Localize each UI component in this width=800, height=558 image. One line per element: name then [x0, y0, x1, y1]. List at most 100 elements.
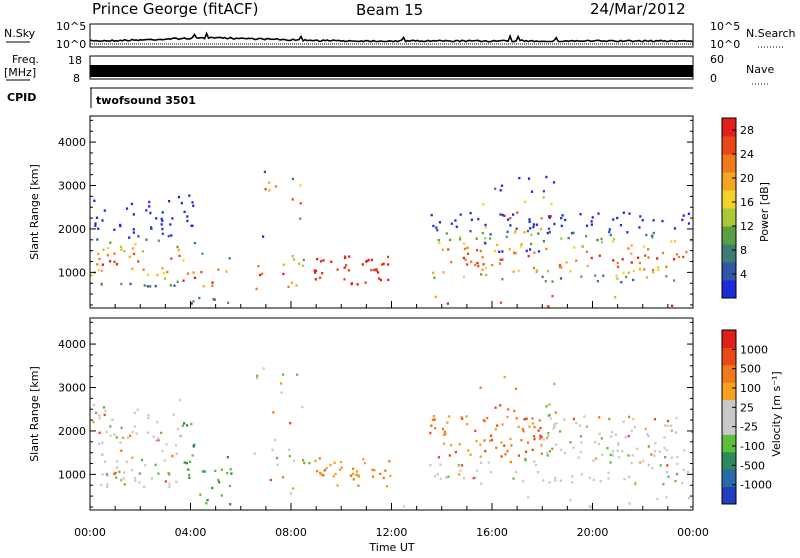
heatmap-cell	[674, 431, 677, 434]
heatmap-cell	[180, 434, 183, 438]
heatmap-cell	[160, 223, 163, 226]
heatmap-cell	[192, 445, 195, 448]
heatmap-cell	[526, 441, 530, 444]
heatmap-cell	[489, 470, 493, 474]
heatmap-cell	[444, 432, 447, 436]
heatmap-cell	[211, 486, 214, 490]
heatmap-cell	[547, 269, 550, 273]
heatmap-cell	[177, 195, 180, 199]
heatmap-cell	[491, 438, 494, 442]
heatmap-cell	[146, 285, 149, 288]
freq-panel: Freq. [MHz] 18 8 60 0 Nave	[4, 53, 774, 85]
heatmap-cell	[560, 224, 563, 228]
heatmap-cell	[181, 424, 184, 427]
heatmap-cell	[599, 479, 602, 483]
heatmap-cell	[432, 271, 435, 275]
heatmap-cell	[98, 431, 101, 434]
heatmap-cell	[258, 273, 262, 277]
heatmap-cell	[516, 211, 519, 214]
heatmap-cell	[467, 449, 470, 452]
heatmap-cell	[480, 273, 483, 276]
heatmap-cell	[515, 470, 518, 474]
heatmap-cell	[691, 430, 694, 433]
heatmap-cell	[548, 215, 551, 218]
freq-band	[90, 65, 693, 77]
heatmap-cell	[256, 374, 259, 377]
heatmap-cell	[597, 212, 600, 215]
heatmap-cell	[345, 264, 348, 267]
heatmap-cell	[338, 468, 342, 471]
heatmap-cell	[612, 237, 616, 241]
heatmap-cell	[617, 442, 620, 445]
date-title: 24/Mar/2012	[590, 0, 686, 18]
heatmap-cell	[115, 263, 118, 266]
heatmap-cell	[183, 422, 186, 425]
heatmap-cell	[482, 418, 485, 422]
heatmap-cell	[131, 247, 135, 250]
heatmap-cell	[220, 468, 223, 471]
heatmap-cell	[681, 218, 684, 222]
heatmap-cell	[431, 418, 434, 422]
heatmap-cell	[118, 470, 121, 473]
heatmap-cell	[105, 430, 108, 434]
heatmap-cell	[499, 213, 502, 216]
heatmap-cell	[590, 220, 593, 223]
heatmap-cell	[540, 452, 543, 455]
heatmap-cell	[303, 461, 306, 465]
heatmap-cell	[581, 245, 584, 248]
heatmap-cell	[560, 217, 563, 220]
heatmap-cell	[280, 382, 283, 385]
heatmap-cell	[589, 505, 593, 509]
heatmap-cell	[531, 417, 534, 420]
heatmap-cell	[356, 470, 359, 473]
heatmap-cell	[276, 463, 279, 466]
heatmap-cell	[638, 226, 641, 229]
heatmap-cell	[183, 461, 186, 464]
heatmap-cell	[506, 415, 509, 419]
heatmap-cell	[621, 258, 624, 261]
heatmap-cell	[336, 268, 339, 271]
heatmap-cell	[634, 481, 637, 484]
heatmap-cell	[323, 468, 327, 472]
heatmap-cell	[523, 231, 526, 234]
heatmap-cell	[654, 442, 657, 445]
heatmap-cell	[545, 405, 548, 408]
heatmap-cell	[314, 459, 317, 463]
heatmap-cell	[476, 469, 479, 472]
heatmap-cell	[489, 233, 492, 236]
heatmap-cell	[230, 472, 233, 475]
heatmap-cell	[459, 469, 462, 472]
colorbar-tick-label: 8	[740, 244, 747, 257]
heatmap-cell	[97, 252, 100, 256]
heatmap-cell	[622, 271, 625, 274]
heatmap-cell	[132, 213, 135, 216]
heatmap-cell	[657, 268, 660, 271]
heatmap-cell	[154, 284, 157, 288]
heatmap-cell	[572, 231, 575, 235]
heatmap-cell	[554, 479, 557, 482]
heatmap-cell	[628, 415, 631, 419]
heatmap-cell	[373, 268, 376, 272]
heatmap-cell	[281, 476, 285, 479]
heatmap-cell	[539, 434, 542, 437]
heatmap-cell	[271, 448, 274, 452]
heatmap-cell	[529, 248, 532, 251]
heatmap-cell	[388, 460, 391, 463]
heatmap-cell	[442, 442, 446, 445]
heatmap-cell	[348, 255, 351, 258]
heatmap-cell	[479, 249, 482, 253]
heatmap-cell	[564, 218, 567, 222]
heatmap-cell	[161, 232, 164, 235]
heatmap-cell	[521, 427, 524, 431]
heatmap-cell	[100, 483, 103, 487]
heatmap-cell	[115, 460, 118, 463]
heatmap-cell	[501, 278, 504, 281]
heatmap-cell	[226, 471, 229, 475]
colorbar-swatch	[722, 172, 736, 191]
heatmap-cell	[496, 243, 499, 247]
power-heatmap	[90, 170, 693, 308]
heatmap-cell	[537, 232, 540, 235]
heatmap-cell	[339, 460, 343, 464]
heatmap-cell	[662, 483, 665, 486]
heatmap-cell	[133, 252, 136, 256]
